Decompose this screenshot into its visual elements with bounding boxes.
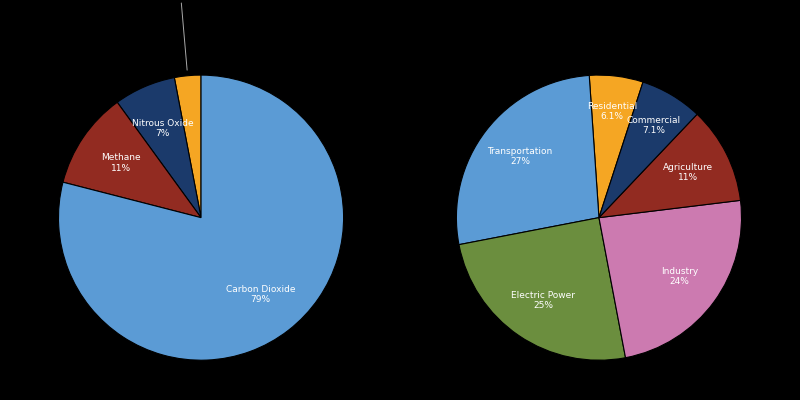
Text: Carbon Dioxide
79%: Carbon Dioxide 79% (226, 284, 295, 304)
Text: Electric Power
25%: Electric Power 25% (511, 290, 575, 310)
Wedge shape (599, 200, 742, 358)
Wedge shape (590, 75, 643, 218)
Wedge shape (118, 78, 201, 218)
Text: Agriculture
11%: Agriculture 11% (663, 163, 713, 182)
Wedge shape (63, 102, 201, 218)
Wedge shape (457, 76, 599, 245)
Text: Methane
11%: Methane 11% (101, 154, 141, 173)
Text: HFCs, PFCs, SF6, NF3
3%: HFCs, PFCs, SF6, NF3 3% (133, 0, 228, 70)
Wedge shape (58, 75, 343, 360)
Text: Nitrous Oxide
7%: Nitrous Oxide 7% (132, 119, 194, 138)
Wedge shape (459, 218, 626, 360)
Text: Residential
6.1%: Residential 6.1% (587, 102, 637, 121)
Text: Transportation
27%: Transportation 27% (487, 147, 553, 166)
Wedge shape (599, 114, 741, 218)
Wedge shape (599, 82, 697, 218)
Text: Industry
24%: Industry 24% (661, 267, 698, 286)
Text: Commercial
7.1%: Commercial 7.1% (626, 116, 681, 136)
Wedge shape (174, 75, 201, 218)
